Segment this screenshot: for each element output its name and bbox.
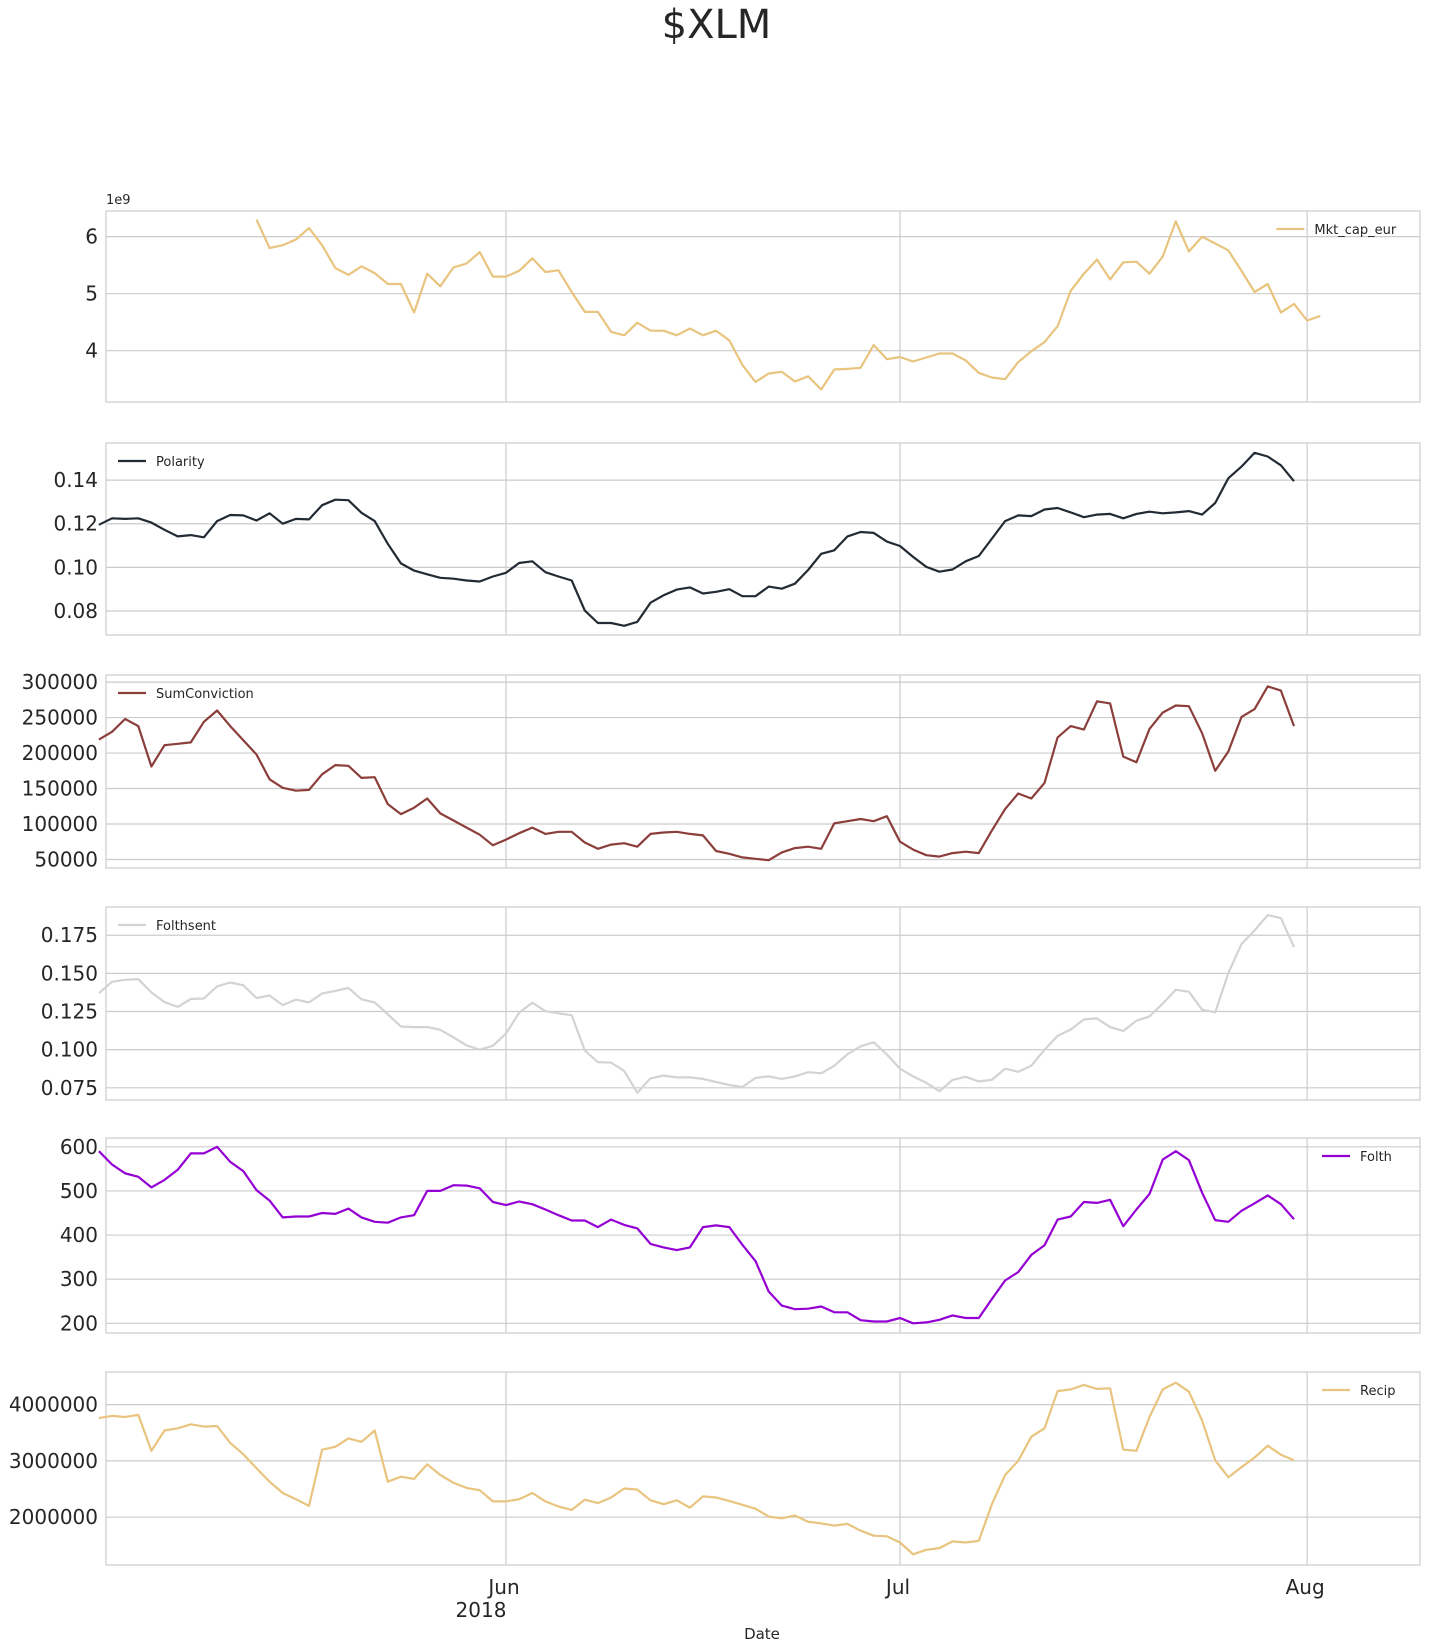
y-tick-label: 0.100 xyxy=(41,1038,98,1062)
y-tick-label: 0.175 xyxy=(41,923,98,947)
axes-frame-5 xyxy=(105,1371,1421,1566)
y-tick-label: 200000 xyxy=(22,741,98,765)
y-tick-label: 150000 xyxy=(22,777,98,801)
y-tick-label: 50000 xyxy=(34,847,98,871)
legend-label: Polarity xyxy=(156,455,205,470)
legend-label: SumConviction xyxy=(156,687,254,702)
y-tick-label: 0.10 xyxy=(53,555,98,579)
series-line-recip xyxy=(98,1381,1295,1556)
x-axis-label: Date xyxy=(744,1625,780,1643)
y-tick-label: 3000000 xyxy=(9,1449,98,1473)
y-tick-label: 400 xyxy=(60,1223,98,1247)
y-tick-label: 0.125 xyxy=(41,1000,98,1024)
series-line-mkt_cap_eur xyxy=(255,219,1321,391)
y-offset-label: 1e9 xyxy=(106,193,131,208)
y-tick-label: 4 xyxy=(85,339,98,363)
axes-frame-2 xyxy=(105,674,1421,869)
x-tick-label: Jun xyxy=(486,1575,519,1599)
y-tick-label: 300 xyxy=(60,1267,98,1291)
y-tick-label: 0.12 xyxy=(53,512,98,536)
y-tick-label: 2000000 xyxy=(9,1505,98,1529)
y-tick-label: 0.14 xyxy=(53,468,98,492)
series-line-polarity xyxy=(98,451,1295,627)
series-line-folth xyxy=(98,1145,1295,1325)
x-tick-label: Jul xyxy=(884,1575,910,1599)
x-tick-sublabel: 2018 xyxy=(456,1598,507,1622)
legend-label: Folthsent xyxy=(156,919,216,934)
y-tick-label: 300000 xyxy=(22,670,98,694)
figure-title: $XLM xyxy=(661,2,772,48)
y-tick-label: 0.08 xyxy=(53,599,98,623)
y-tick-label: 100000 xyxy=(22,812,98,836)
y-tick-label: 500 xyxy=(60,1179,98,1203)
legend-label: Recip xyxy=(1360,1384,1395,1399)
y-tick-label: 600 xyxy=(60,1135,98,1159)
y-tick-label: 5 xyxy=(85,282,98,306)
legend-label: Mkt_cap_eur xyxy=(1314,223,1396,238)
y-tick-label: 0.150 xyxy=(41,961,98,985)
axes-frame-0 xyxy=(105,210,1421,403)
series-line-folthsent xyxy=(98,913,1296,1094)
y-tick-label: 6 xyxy=(85,225,98,249)
y-tick-label: 0.075 xyxy=(41,1076,98,1100)
y-tick-label: 250000 xyxy=(22,706,98,730)
axes-frame-3 xyxy=(105,906,1421,1101)
x-tick-label: Aug xyxy=(1286,1575,1325,1599)
axes-frame-1 xyxy=(105,442,1421,636)
series-line-sumconviction xyxy=(98,685,1296,862)
legend-label: Folth xyxy=(1360,1150,1392,1165)
y-tick-label: 4000000 xyxy=(9,1393,98,1417)
y-tick-label: 200 xyxy=(60,1311,98,1335)
